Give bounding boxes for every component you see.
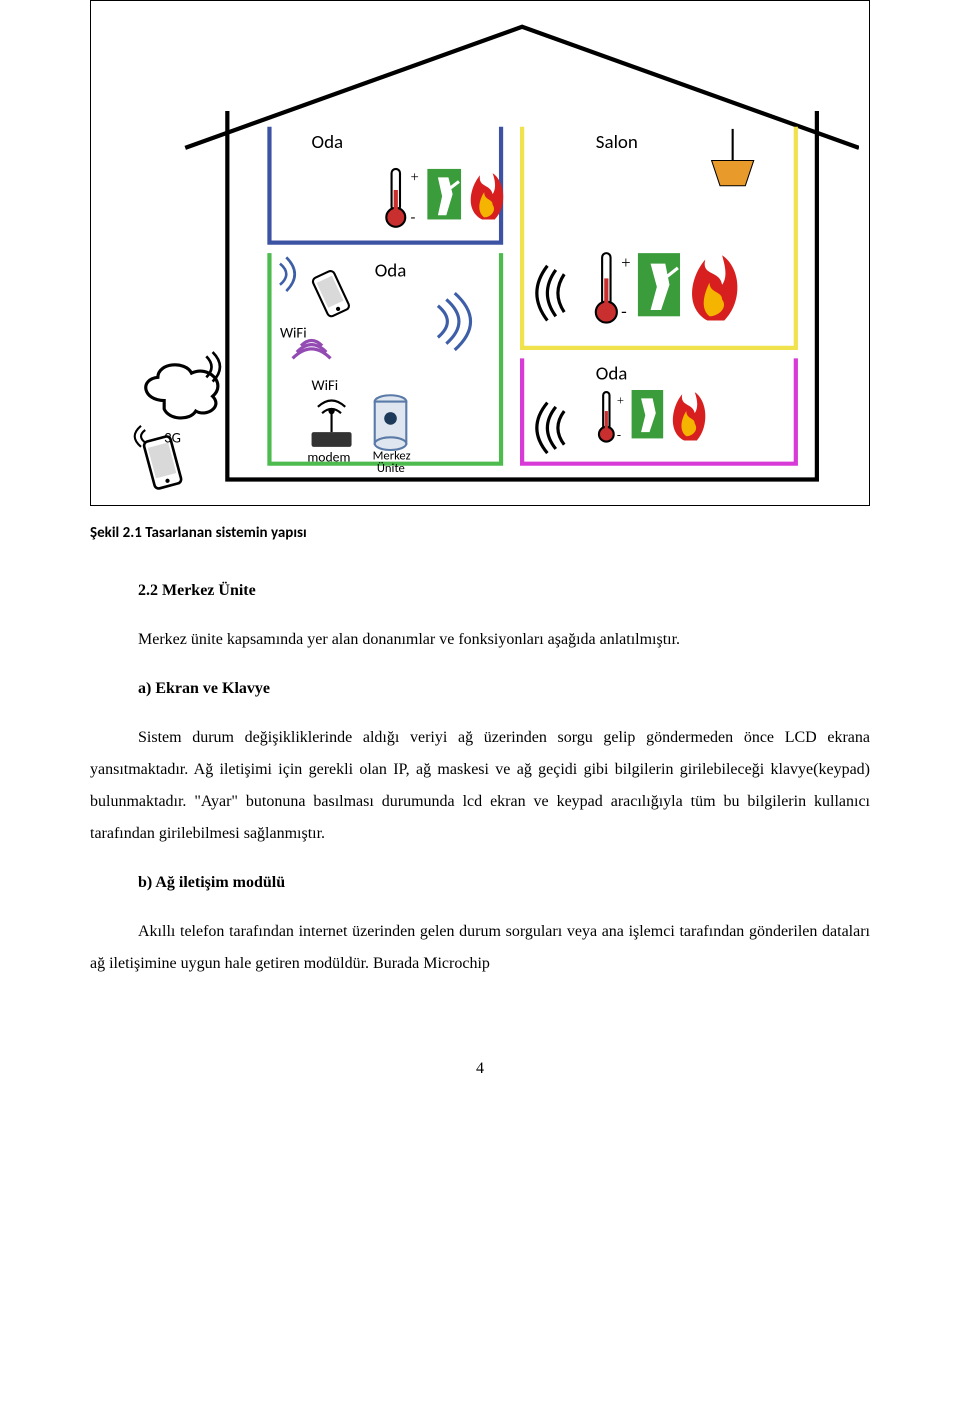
paragraph-intro: Merkez ünite kapsamında yer alan donanım… — [90, 624, 870, 656]
modem-label: modem — [307, 449, 350, 466]
wifi-mid-label: WiFi — [312, 376, 339, 394]
room-oda-right: Oda + - — [522, 358, 796, 463]
paragraph-a: Sistem durum değişikliklerinde aldığı ve… — [90, 722, 870, 850]
figure-container: Oda + - Oda — [90, 0, 870, 506]
room-label: Salon — [596, 131, 638, 154]
section-heading: 2.2 Merkez Ünite — [90, 582, 870, 600]
svg-text:+: + — [617, 394, 624, 408]
svg-text:+: + — [621, 253, 631, 272]
svg-text:-: - — [621, 301, 627, 320]
system-diagram: Oda + - Oda — [101, 11, 859, 495]
subsection-a-heading: a) Ekran ve Klavye — [90, 680, 870, 698]
paragraph-b: Akıllı telefon tarafından internet üzeri… — [90, 916, 870, 980]
unit-label: Merkez Ünite — [373, 448, 414, 476]
figure-caption: Şekil 2.1 Tasarlanan sistemin yapısı — [90, 524, 870, 542]
g3-label: 3G — [164, 429, 181, 447]
outside-cloud-phone: 3G — [135, 352, 220, 489]
room-oda-top-left: Oda + - — [269, 127, 503, 243]
room-oda-mid-left: Oda WiFi WiFi — [269, 253, 501, 476]
room-label: Oda — [312, 131, 344, 154]
svg-text:-: - — [411, 210, 416, 226]
room-label: Oda — [596, 362, 628, 385]
svg-text:+: + — [411, 170, 419, 186]
room-salon: Salon + - — [522, 127, 796, 348]
svg-text:-: - — [617, 427, 621, 441]
wifi-top-label: WiFi — [280, 323, 307, 341]
page-number: 4 — [90, 1060, 870, 1078]
subsection-b-heading: b) Ağ iletişim modülü — [90, 874, 870, 892]
room-label: Oda — [375, 259, 407, 282]
